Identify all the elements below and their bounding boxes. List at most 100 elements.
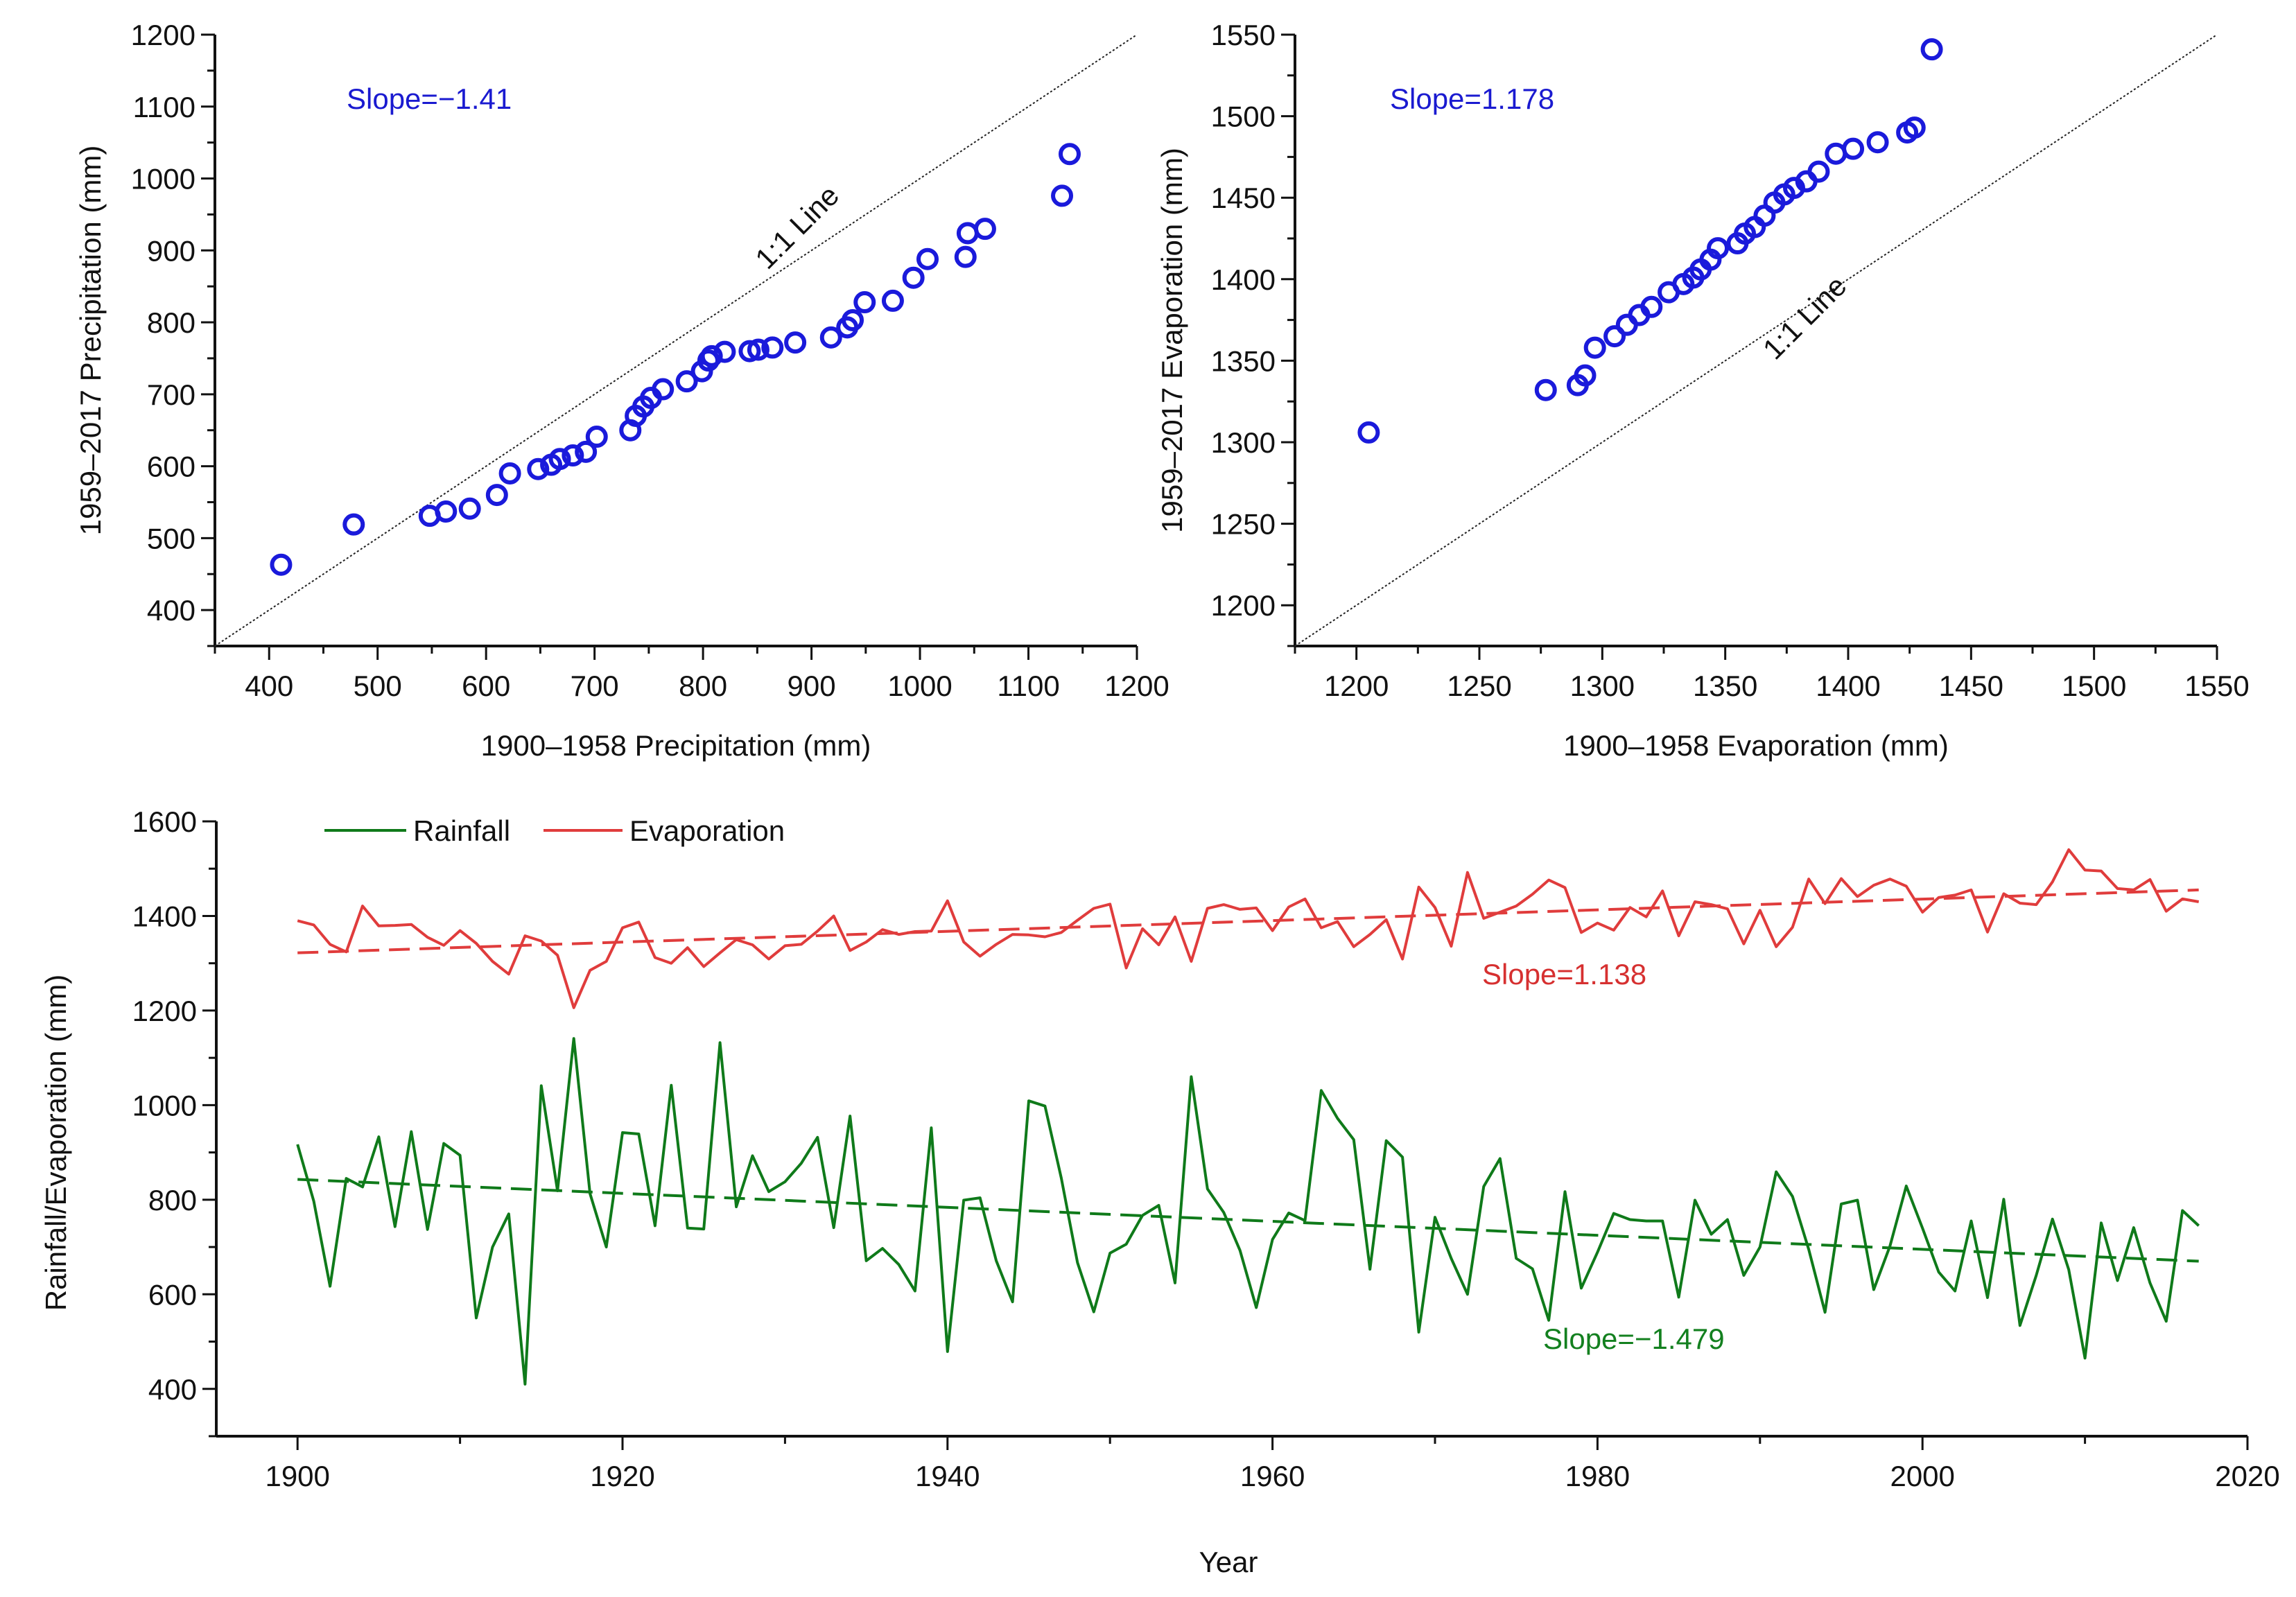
y-tick-label: 400 — [148, 1373, 197, 1406]
precip-axes — [214, 35, 1137, 647]
scatter-point — [819, 326, 842, 349]
scatter-point — [1842, 137, 1865, 160]
x-tick-label: 2020 — [2215, 1460, 2279, 1492]
series-axes — [215, 821, 2247, 1438]
y-tick-label: 1200 — [131, 19, 195, 51]
x-tick-label: 1550 — [2184, 670, 2249, 702]
x-tick-label: 1940 — [915, 1460, 980, 1492]
x-tick-label: 1400 — [1816, 670, 1880, 702]
precip-panel: 400 500 600 700 800 900 1000 1100 1200 400 500 600 7… — [74, 19, 1169, 762]
scatter-point — [853, 291, 876, 314]
y-tick-label: 600 — [148, 1278, 197, 1311]
evap-one-to-one-line — [1294, 34, 2218, 647]
y-tick-label: 1200 — [1211, 589, 1276, 622]
x-tick-label: 1500 — [2062, 670, 2126, 702]
scatter-point — [1615, 313, 1638, 336]
scatter-point — [1807, 160, 1830, 183]
precip-slope-label: Slope=−1.41 — [347, 82, 512, 115]
y-tick-label: 1450 — [1211, 182, 1276, 214]
scatter-point — [675, 370, 698, 393]
series-ticks: 1900 1920 1940 1960 1980 2000 2020 400 600 800 100… — [132, 805, 2280, 1492]
rainfall-slope-label: Slope=−1.479 — [1543, 1323, 1725, 1355]
scatter-point — [548, 448, 571, 471]
scatter-point — [458, 497, 481, 520]
scatter-point — [902, 266, 925, 289]
scatter-point — [1534, 378, 1557, 401]
scatter-point — [881, 289, 904, 312]
legend: Rainfall Evaporation — [324, 814, 785, 847]
evap-one-to-one-label: 1:1 Line — [1757, 270, 1853, 366]
y-tick-label: 1200 — [132, 995, 197, 1027]
y-tick-label: 1600 — [132, 805, 197, 838]
evaporation-trend-line — [297, 888, 2199, 954]
scatter-point — [956, 222, 979, 245]
y-tick-label: 600 — [147, 451, 195, 483]
y-tick-label: 1300 — [1211, 426, 1276, 459]
x-tick-label: 1960 — [1240, 1460, 1305, 1492]
scatter-point — [1058, 143, 1081, 166]
y-tick-label: 1400 — [132, 900, 197, 932]
scatter-point — [435, 500, 458, 523]
x-tick-label: 400 — [245, 670, 293, 702]
y-tick-label: 400 — [147, 594, 195, 627]
y-tick-label: 500 — [147, 522, 195, 555]
y-tick-label: 1000 — [132, 1089, 197, 1122]
scatter-point — [498, 462, 521, 485]
rainfall-series-line — [296, 1037, 2200, 1386]
scatter-point — [575, 440, 598, 463]
scatter-point — [1574, 364, 1597, 387]
y-tick-label: 1250 — [1211, 508, 1276, 541]
y-tick-label: 800 — [147, 306, 195, 339]
x-tick-label: 1350 — [1693, 670, 1757, 702]
scatter-point — [270, 553, 293, 576]
y-tick-label: 1550 — [1211, 19, 1276, 51]
y-tick-label: 1000 — [131, 163, 195, 195]
scatter-point — [713, 340, 736, 363]
scatter-point — [1051, 184, 1074, 207]
x-tick-label: 1250 — [1447, 670, 1511, 702]
x-tick-label: 1200 — [1104, 670, 1169, 702]
scatter-point — [1920, 38, 1943, 61]
scatter-point — [761, 336, 784, 359]
evap-points — [1357, 38, 1943, 444]
series-panel: 1900 1920 1940 1960 1980 2000 2020 400 600 800 100… — [40, 805, 2280, 1578]
evap-panel: 1200 1250 1300 1350 1400 1450 1500 1550 1200 1250… — [1156, 19, 2250, 762]
scatter-point — [1640, 295, 1663, 318]
rainfall-trend-line — [297, 1178, 2199, 1263]
series-x-axis-label: Year — [1199, 1546, 1258, 1578]
y-tick-label: 800 — [148, 1184, 197, 1216]
scatter-point — [973, 218, 996, 241]
x-tick-label: 1200 — [1324, 670, 1389, 702]
legend-label-evaporation: Evaporation — [629, 814, 785, 847]
scatter-point — [954, 245, 977, 268]
scatter-point — [700, 344, 723, 367]
y-tick-label: 900 — [147, 234, 195, 267]
y-tick-label: 700 — [147, 378, 195, 411]
scatter-point — [1866, 131, 1889, 154]
scatter-point — [1903, 116, 1926, 139]
precip-points — [270, 143, 1081, 576]
scatter-point — [527, 457, 550, 480]
scatter-point — [585, 426, 608, 448]
precip-one-to-one-line — [214, 34, 1138, 647]
scatter-point — [1583, 336, 1606, 359]
evaporation-series-line — [297, 848, 2200, 1009]
precip-x-axis-label: 1900–1958 Precipitation (mm) — [481, 729, 871, 762]
x-tick-label: 700 — [571, 670, 619, 702]
y-tick-label: 1100 — [133, 91, 195, 123]
y-tick-label: 1500 — [1211, 101, 1276, 133]
scatter-point — [784, 331, 807, 354]
x-tick-label: 1450 — [1939, 670, 2003, 702]
scatter-point — [738, 340, 761, 363]
scatter-point — [342, 513, 365, 536]
precip-y-axis-label: 1959–2017 Precipitation (mm) — [74, 146, 107, 536]
scatter-point — [1707, 237, 1730, 260]
y-tick-label: 1400 — [1211, 263, 1276, 296]
evap-axes — [1294, 35, 2217, 647]
x-tick-label: 800 — [679, 670, 727, 702]
legend-label-rainfall: Rainfall — [413, 814, 510, 847]
x-tick-label: 2000 — [1890, 1460, 1954, 1492]
scatter-point — [1603, 325, 1626, 348]
x-tick-label: 1300 — [1570, 670, 1635, 702]
